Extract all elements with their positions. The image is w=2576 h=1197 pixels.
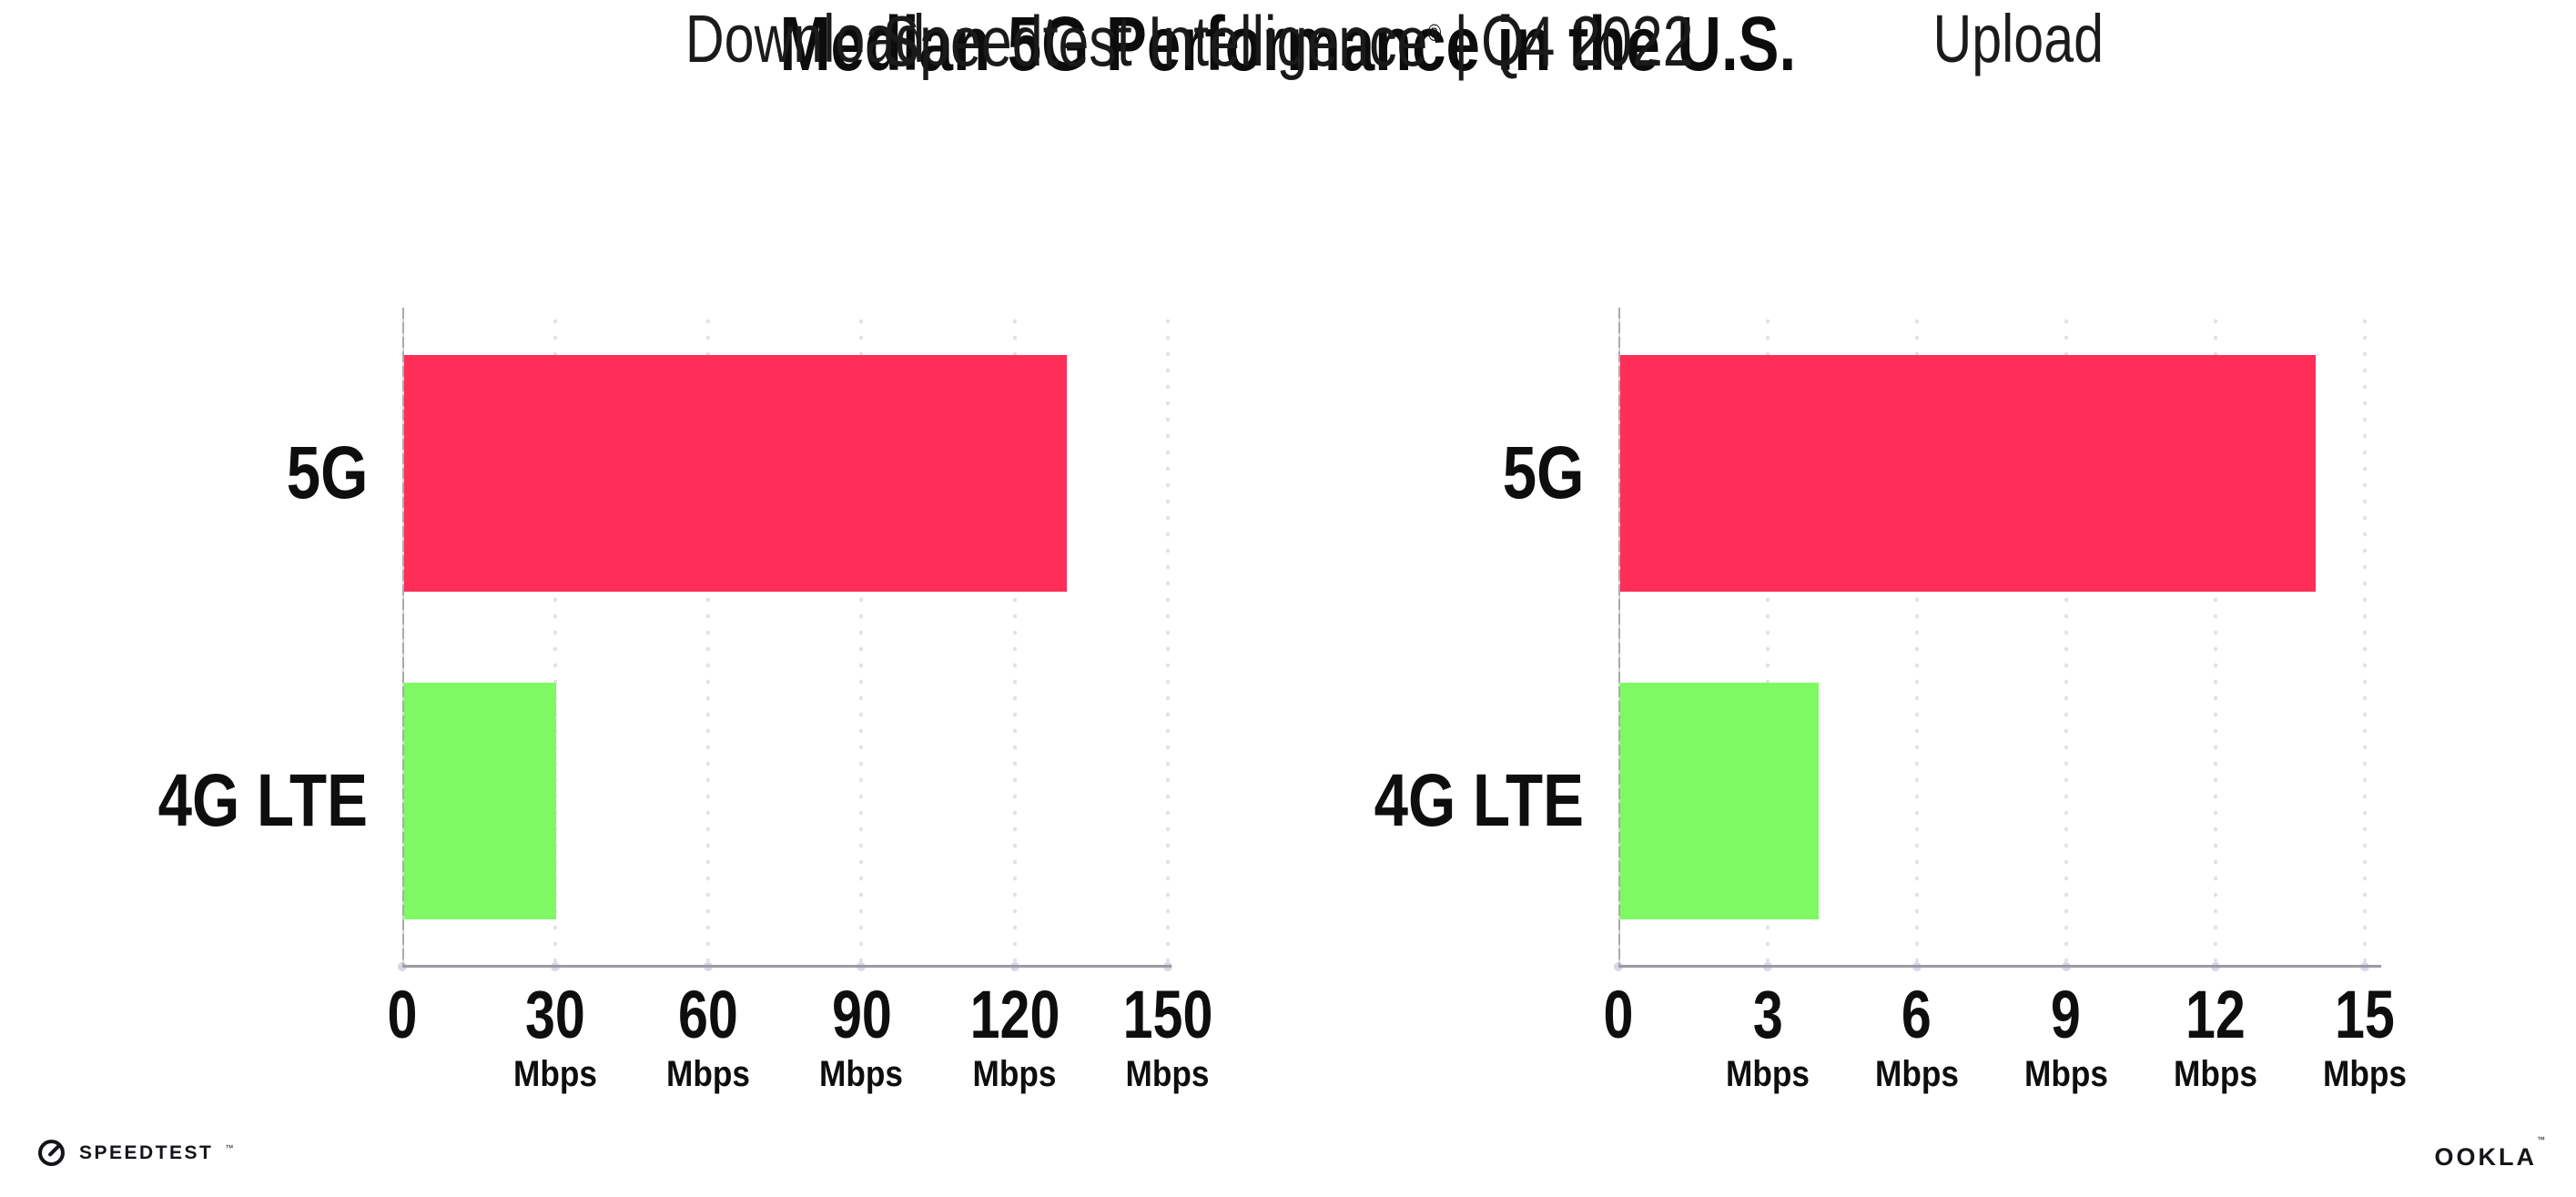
- bar-4g-lte-upload: [1619, 683, 1819, 919]
- gridline: [1012, 308, 1017, 967]
- bar-4g-lte-download: [403, 683, 557, 919]
- axis-tick-dot: [704, 962, 714, 971]
- speedtest-logo: SPEEDTEST ™: [36, 1138, 234, 1168]
- y-axis-line: [1618, 308, 1620, 967]
- registered-mark: ®: [1427, 19, 1442, 46]
- x-tick-unit: Mbps: [2173, 1054, 2257, 1094]
- axis-tick-dot: [551, 962, 561, 971]
- subtitle-brand: Speedtest Intelligence: [882, 1, 1428, 81]
- axis-tick-dot: [1762, 962, 1772, 971]
- x-tick: 30 Mbps: [508, 977, 603, 1094]
- page-title: Median 5G Performance in the U.S.: [0, 0, 2576, 88]
- x-tick: 6 Mbps: [1870, 977, 1964, 1094]
- page-subtitle: Speedtest Intelligence® | Q4 2022: [0, 0, 2576, 83]
- x-tick-label: 60: [678, 977, 739, 1052]
- gridline: [553, 308, 558, 967]
- axis-tick-dot: [857, 962, 867, 971]
- x-tick: 150 Mbps: [1111, 977, 1223, 1094]
- subtitle-period: Q4 2022: [1481, 1, 1694, 81]
- x-tick-unit: Mbps: [1125, 1054, 1210, 1094]
- x-tick: 60 Mbps: [661, 977, 756, 1094]
- x-tick-label: 15: [2334, 977, 2395, 1052]
- x-tick-unit: Mbps: [513, 1054, 598, 1094]
- gridline: [1765, 308, 1770, 967]
- x-tick-label: 0: [1603, 977, 1634, 1052]
- gridline: [1165, 308, 1170, 967]
- x-tick-unit: Mbps: [819, 1054, 904, 1094]
- x-tick-label: 120: [969, 977, 1060, 1052]
- gridline: [2064, 308, 2068, 967]
- y-axis-label-4g-lte: 4G LTE: [1374, 759, 1584, 842]
- upload-x-ticks: 0 3 Mbps 6 Mbps 9 Mbps 12 Mbps 15 Mbps: [1604, 977, 2407, 1109]
- axis-tick-dot: [1009, 962, 1019, 971]
- bar-5g-upload: [1619, 355, 2316, 592]
- axis-tick-dot: [1912, 962, 1922, 971]
- y-axis-label-4g-lte: 4G LTE: [157, 759, 368, 842]
- download-x-ticks: 0 30 Mbps 60 Mbps 90 Mbps 120 Mbps 150 Mbps: [388, 977, 1213, 1109]
- x-tick: 90 Mbps: [814, 977, 908, 1094]
- y-axis-line: [402, 308, 404, 967]
- bar-5g-download: [403, 355, 1067, 592]
- upload-plot-area: [1614, 308, 2381, 971]
- axis-tick-dot: [2359, 962, 2369, 971]
- x-tick: 12 Mbps: [2167, 977, 2262, 1094]
- y-axis-label-5g: 5G: [286, 431, 368, 514]
- speedtest-gauge-icon: [38, 1140, 65, 1166]
- x-tick: 0: [383, 981, 421, 1049]
- x-tick-label: 30: [525, 977, 586, 1052]
- ookla-wordmark: OOKLA: [2434, 1143, 2537, 1171]
- x-tick-unit: Mbps: [2023, 1054, 2108, 1094]
- trademark-mark: ™: [2537, 1135, 2545, 1144]
- x-tick: 9 Mbps: [2019, 977, 2114, 1094]
- gridline: [2213, 308, 2217, 967]
- x-tick: 120 Mbps: [958, 977, 1070, 1094]
- x-tick-label: 3: [1752, 977, 1783, 1052]
- x-axis-line: [1618, 965, 2381, 968]
- x-tick-label: 6: [1902, 977, 1932, 1052]
- x-tick: 3 Mbps: [1720, 977, 1815, 1094]
- x-tick-unit: Mbps: [666, 1054, 751, 1094]
- x-tick-label: 90: [831, 977, 892, 1052]
- download-plot-area: [398, 308, 1172, 971]
- gridline: [859, 308, 864, 967]
- subtitle-separator: |: [1454, 1, 1469, 81]
- x-tick-label: 0: [387, 977, 418, 1052]
- x-tick-label: 9: [2051, 977, 2082, 1052]
- speedtest-wordmark: SPEEDTEST: [79, 1141, 214, 1163]
- axis-tick-dot: [2061, 962, 2071, 971]
- x-tick: 0: [1599, 981, 1637, 1049]
- x-tick-label: 150: [1122, 977, 1213, 1052]
- x-tick-unit: Mbps: [1725, 1054, 1810, 1094]
- x-tick-unit: Mbps: [1874, 1054, 1959, 1094]
- axis-tick-dot: [398, 962, 407, 971]
- page-title-text: Median 5G Performance in the U.S.: [779, 1, 1797, 86]
- x-tick-label: 12: [2185, 977, 2246, 1052]
- gridline: [1914, 308, 1919, 967]
- x-tick-unit: Mbps: [2322, 1054, 2407, 1094]
- y-axis-label-5g: 5G: [1502, 431, 1584, 514]
- axis-tick-dot: [1162, 962, 1172, 971]
- ookla-logo: OOKLA™: [2434, 1136, 2546, 1172]
- gridline: [2362, 308, 2367, 967]
- x-tick: 15 Mbps: [2317, 977, 2411, 1094]
- axis-tick-dot: [1614, 962, 1623, 971]
- x-axis-line: [402, 965, 1171, 968]
- axis-tick-dot: [2210, 962, 2220, 971]
- gridline: [706, 308, 711, 967]
- x-tick-unit: Mbps: [972, 1054, 1057, 1094]
